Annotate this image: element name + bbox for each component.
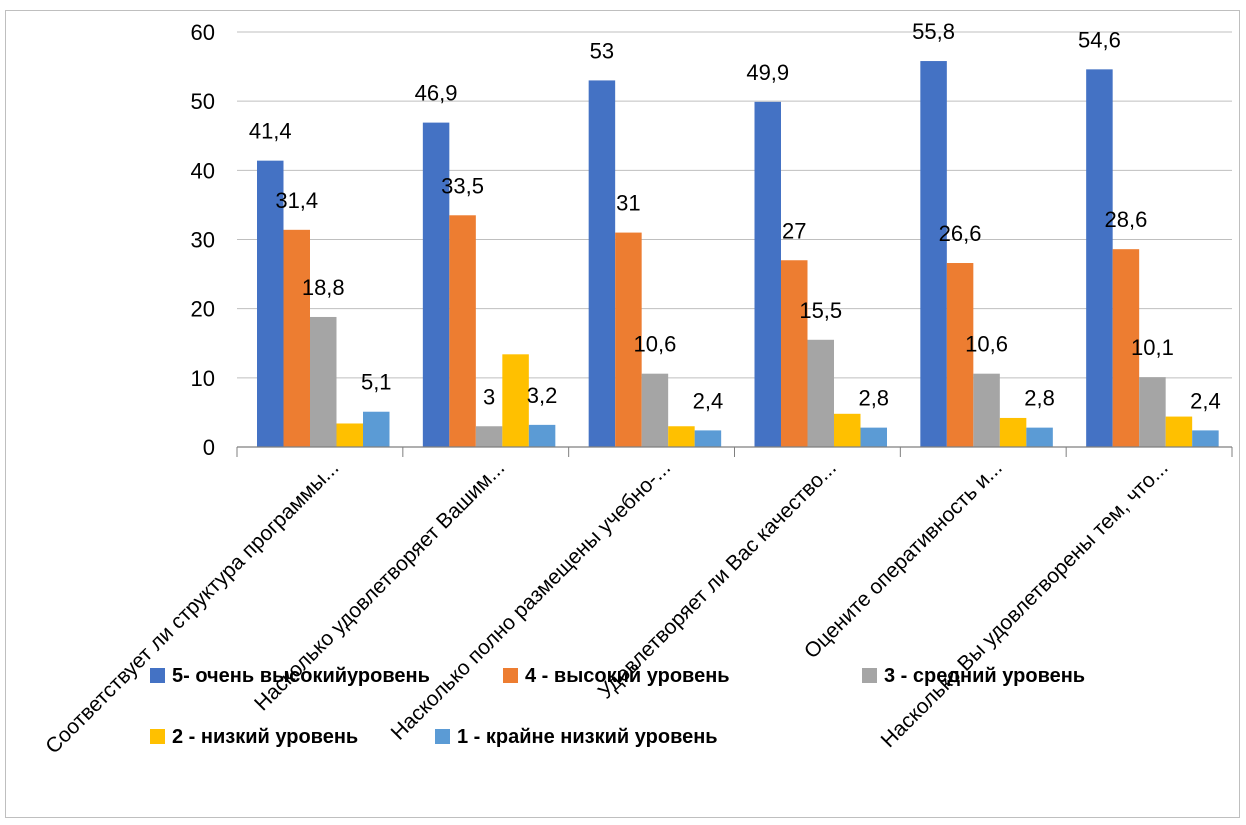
- y-axis: 0 10 20 30 40 50 60: [191, 20, 215, 460]
- bar: [999, 417, 1027, 447]
- bar: [615, 232, 642, 447]
- data-label: 46,9: [415, 81, 458, 106]
- data-label: 2,4: [1190, 388, 1221, 413]
- data-labels: 41,4 46,9 53 49,9 55,8 54,6 31,4 33,5 31 27 26,6 28…: [249, 19, 1221, 413]
- legend: 5- очень высокийуровень 4 - высокий урове…: [150, 665, 1085, 748]
- bar: [1112, 249, 1140, 447]
- data-label: 5,1: [361, 370, 392, 395]
- bar: [475, 426, 503, 447]
- bar: [668, 426, 695, 447]
- data-label: 2,4: [693, 388, 724, 413]
- y-tick-label: 30: [191, 228, 215, 253]
- y-tick-label: 60: [191, 20, 215, 45]
- legend-swatch: [503, 668, 518, 683]
- bar: [449, 215, 476, 447]
- bar: [363, 411, 390, 447]
- data-label: 26,6: [939, 221, 982, 246]
- y-tick-label: 40: [191, 158, 215, 183]
- y-tick-label: 20: [191, 297, 215, 322]
- data-label: 41,4: [249, 119, 292, 144]
- bar: [528, 424, 556, 447]
- data-label: 10,6: [634, 332, 677, 357]
- data-label: 54,6: [1078, 27, 1121, 52]
- data-label: 2,8: [1024, 386, 1055, 411]
- chart-frame: [5, 10, 1240, 818]
- category-label: Соответствует ли структура программы...: [41, 456, 343, 758]
- legend-label: 3 - средний уровень: [884, 665, 1085, 687]
- data-label: 31: [616, 191, 640, 216]
- bar: [588, 80, 616, 448]
- bar: [1165, 416, 1193, 447]
- bar: [781, 260, 808, 447]
- category-label: Оцените оперативность и...: [800, 456, 1007, 663]
- bar: [422, 122, 450, 447]
- legend-label: 2 - низкий уровень: [172, 726, 358, 748]
- bar: [1139, 377, 1166, 447]
- x-axis: Соответствует ли структура программы...Н…: [41, 446, 1233, 758]
- data-label: 53: [590, 38, 614, 63]
- legend-swatch: [150, 729, 165, 744]
- bar: [834, 413, 861, 447]
- bar: [257, 160, 284, 447]
- legend-swatch: [435, 729, 450, 744]
- data-label: 3,2: [527, 383, 558, 408]
- data-label: 49,9: [746, 60, 789, 85]
- legend-label: 1 - крайне низкий уровень: [457, 726, 718, 748]
- category-label: Насколько Вы удовлетворены тем, что...: [877, 456, 1173, 752]
- legend-swatch: [862, 668, 877, 683]
- bar: [694, 430, 722, 447]
- bar: [336, 423, 363, 447]
- bar: [946, 263, 974, 447]
- data-label: 18,8: [302, 275, 345, 300]
- bar: [860, 427, 887, 447]
- legend-label: 4 - высокий уровень: [525, 665, 730, 687]
- bar: [1192, 430, 1219, 447]
- bar: [641, 373, 669, 447]
- data-label: 3: [483, 384, 495, 409]
- bar: [973, 373, 1000, 447]
- bar: [502, 354, 529, 447]
- data-label: 10,1: [1131, 335, 1174, 360]
- y-tick-label: 10: [191, 366, 215, 391]
- bars: [257, 61, 1219, 448]
- data-label: 27: [782, 218, 806, 243]
- legend-label: 5- очень высокийуровень: [172, 665, 430, 687]
- data-label: 28,6: [1105, 207, 1148, 232]
- bar: [1026, 427, 1053, 447]
- bar: [920, 61, 947, 448]
- category-label: Насколько полно размещены учебно-...: [387, 456, 675, 744]
- bar: [807, 339, 834, 447]
- data-label: 15,5: [799, 298, 842, 323]
- data-label: 55,8: [912, 19, 955, 44]
- data-label: 2,8: [858, 386, 889, 411]
- data-label: 10,6: [965, 332, 1008, 357]
- data-label: 33,5: [441, 173, 484, 198]
- legend-swatch: [150, 668, 165, 683]
- bar: [1086, 69, 1113, 447]
- y-tick-label: 50: [191, 89, 215, 114]
- bar: [754, 101, 781, 447]
- bar: [310, 316, 337, 447]
- y-tick-label: 0: [203, 435, 215, 460]
- data-label: 31,4: [275, 188, 318, 213]
- bar: [283, 229, 310, 447]
